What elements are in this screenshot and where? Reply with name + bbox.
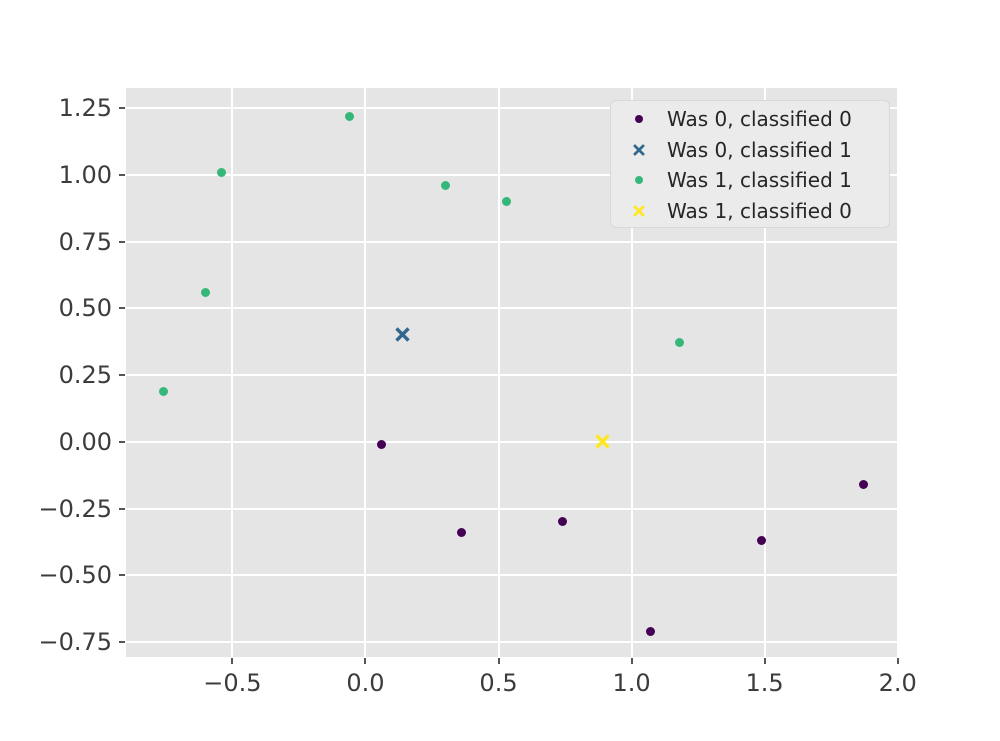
legend-label: Was 0, classified 0	[667, 107, 852, 132]
y-gridline	[126, 240, 899, 243]
y-gridline	[126, 307, 899, 310]
y-gridline	[126, 173, 899, 176]
data-point-dot	[502, 196, 511, 206]
x-marker-icon	[633, 204, 645, 217]
y-tick-label: 1.25	[58, 94, 112, 123]
data-point-x	[394, 326, 411, 343]
legend-label: Was 0, classified 1	[667, 137, 852, 162]
x-gridline	[896, 88, 899, 657]
y-tick-mark	[119, 307, 125, 310]
legend-label: Was 1, classified 1	[667, 168, 852, 193]
x-marker-icon	[633, 143, 645, 156]
y-gridline	[126, 507, 899, 510]
dot-marker-icon	[635, 176, 643, 185]
x-tick-label: 1.0	[612, 669, 651, 697]
x-gridline	[231, 88, 234, 657]
y-tick-mark	[119, 574, 125, 577]
x-gridline	[763, 88, 766, 657]
legend-x-icon	[611, 143, 667, 157]
y-gridline	[126, 374, 899, 377]
legend-item: Was 1, classified 0	[611, 196, 889, 227]
x-tick-mark	[231, 658, 234, 664]
legend-item: Was 0, classified 0	[611, 104, 889, 135]
data-point-dot	[757, 536, 767, 546]
y-gridline	[126, 574, 899, 577]
y-tick-label: 0.00	[58, 427, 112, 456]
x-tick-mark	[497, 658, 500, 664]
y-tick-mark	[119, 507, 125, 510]
x-tick-mark	[763, 658, 766, 664]
data-point-dot	[217, 167, 227, 177]
legend-item: Was 0, classified 1	[611, 135, 889, 166]
legend-item: Was 1, classified 1	[611, 165, 889, 196]
legend-dot-icon	[611, 176, 667, 185]
x-tick-mark	[364, 658, 367, 664]
y-tick-label: −0.25	[38, 494, 112, 523]
data-point-dot	[201, 287, 211, 297]
data-point-dot	[440, 180, 450, 190]
y-tick-mark	[119, 641, 125, 644]
y-tick-label: −0.50	[38, 561, 112, 590]
data-point-x	[594, 433, 611, 450]
y-tick-label: −0.75	[38, 628, 112, 657]
data-point-dot	[456, 528, 466, 538]
x-tick-mark	[630, 658, 633, 664]
y-gridline	[126, 107, 899, 110]
legend: Was 0, classified 0 Was 0, classified 1 Wa…	[610, 100, 890, 228]
y-tick-label: 0.75	[58, 227, 112, 256]
x-gridline	[364, 88, 367, 657]
dot-marker-icon	[635, 115, 643, 124]
x-marker-icon	[395, 327, 410, 343]
x-marker-icon	[595, 434, 610, 449]
x-gridline	[630, 88, 633, 657]
y-tick-mark	[119, 107, 125, 110]
legend-label: Was 1, classified 0	[667, 198, 852, 223]
x-tick-label: 2.0	[878, 669, 917, 697]
x-gridline	[497, 88, 500, 657]
y-tick-label: 0.50	[58, 294, 112, 323]
legend-dot-icon	[611, 115, 667, 124]
y-tick-label: 0.25	[58, 361, 112, 390]
x-tick-label: 0.5	[479, 669, 518, 697]
data-point-dot	[376, 439, 386, 449]
y-tick-label: 1.00	[58, 160, 112, 189]
data-point-dot	[158, 386, 168, 396]
data-point-dot	[858, 480, 868, 489]
legend-x-icon	[611, 204, 667, 218]
y-gridline	[126, 641, 899, 644]
y-tick-mark	[119, 173, 125, 176]
x-tick-label: 1.5	[745, 669, 784, 697]
y-tick-mark	[119, 240, 125, 243]
data-point-dot	[645, 626, 655, 636]
data-point-dot	[345, 111, 355, 121]
x-tick-label: −0.5	[203, 669, 262, 697]
y-tick-mark	[119, 374, 125, 377]
data-point-dot	[557, 517, 567, 527]
x-tick-label: 0.0	[346, 669, 385, 697]
y-gridline	[126, 440, 899, 443]
y-tick-mark	[119, 440, 125, 443]
data-point-dot	[674, 338, 684, 348]
x-tick-mark	[896, 658, 899, 664]
